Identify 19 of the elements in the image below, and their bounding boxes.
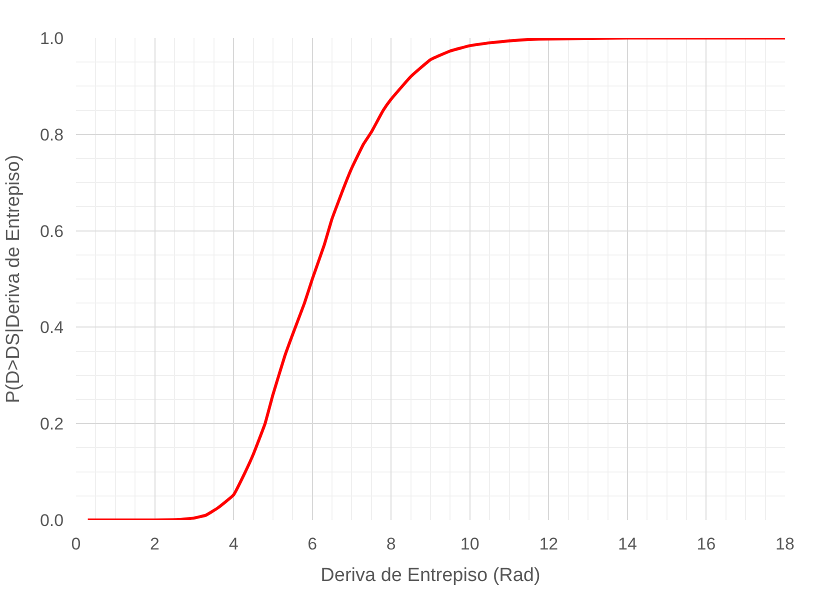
y-tick-label: 0.8 [40, 125, 64, 144]
x-tick-label: 6 [308, 534, 318, 554]
y-tick-label: 0.6 [40, 222, 64, 241]
x-tick-label: 12 [539, 534, 558, 554]
y-tick-label: 0.4 [40, 318, 64, 338]
x-tick-label: 14 [618, 534, 637, 554]
y-axis-title: P(D>DS|Deriva de Entrepiso) [2, 154, 24, 404]
y-tick-label: 1.0 [40, 28, 64, 48]
line-series [86, 38, 785, 520]
x-tick-label: 16 [696, 534, 716, 554]
x-tick-label: 10 [460, 534, 480, 554]
x-axis-title: Deriva de Entrepiso (Rad) [320, 565, 540, 586]
y-tick-label: 0.0 [40, 510, 64, 530]
x-tick-label: 2 [150, 534, 160, 554]
y-tick-label: 0.2 [40, 414, 64, 434]
x-tick-label: 4 [228, 534, 238, 554]
x-tick-label: 8 [386, 534, 396, 554]
x-tick-label: 0 [71, 534, 81, 554]
x-tick-label: 18 [776, 534, 794, 554]
